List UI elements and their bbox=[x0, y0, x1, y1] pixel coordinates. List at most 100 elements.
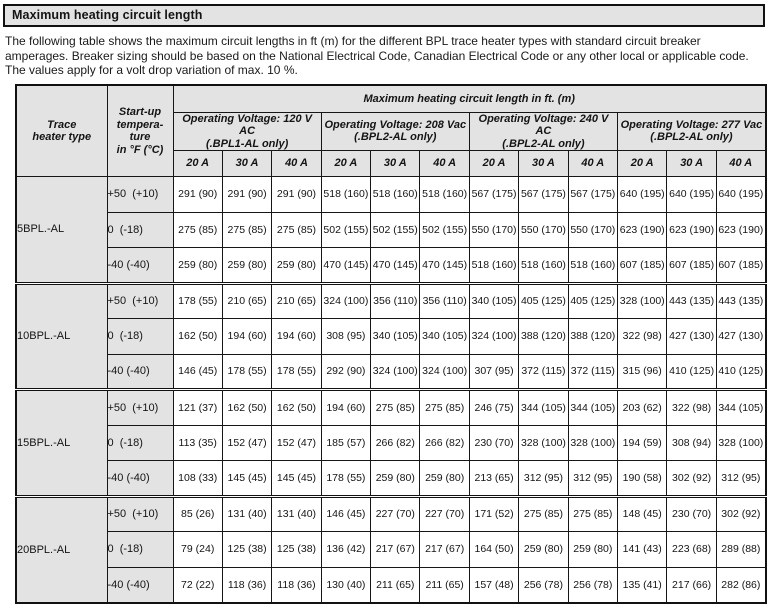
value-cell: 210 (65) bbox=[271, 281, 322, 320]
value-cell: 194 (60) bbox=[271, 318, 322, 355]
value-cell: 141 (43) bbox=[617, 531, 668, 568]
col-header-amp: 20 A bbox=[617, 150, 668, 178]
value-cell: 518 (160) bbox=[419, 176, 470, 213]
value-cell: 344 (105) bbox=[715, 388, 767, 426]
value-cell: 118 (36) bbox=[271, 566, 322, 604]
col-header-startup-temperature: Start-up tempera- ture in °F (°C) bbox=[106, 84, 174, 178]
value-cell: 72 (22) bbox=[172, 566, 223, 604]
col-header-amp: 40 A bbox=[715, 150, 767, 178]
value-cell: 427 (130) bbox=[715, 318, 767, 355]
value-cell: 340 (105) bbox=[419, 318, 470, 355]
value-cell: 372 (115) bbox=[518, 353, 569, 391]
value-cell: 550 (170) bbox=[567, 211, 619, 249]
value-cell: 85 (26) bbox=[172, 494, 223, 533]
table-row: -40 (-40) 146 (45) 178 (55) 178 (55) 292 (90… bbox=[16, 353, 767, 391]
value-cell: 328 (100) bbox=[567, 424, 619, 462]
heater-type-cell: 10BPL.-AL bbox=[15, 281, 108, 391]
document-page: Maximum heating circuit length The follo… bbox=[0, 4, 768, 616]
value-cell: 256 (78) bbox=[518, 566, 569, 604]
value-cell: 108 (33) bbox=[172, 460, 223, 497]
value-cell: 356 (110) bbox=[419, 281, 470, 320]
heater-type-cell: 5BPL.-AL bbox=[15, 176, 108, 284]
value-cell: 405 (125) bbox=[567, 281, 619, 320]
value-cell: 302 (92) bbox=[715, 494, 767, 533]
startup-temp-cell: +50 (+10) bbox=[106, 281, 174, 320]
value-cell: 322 (98) bbox=[617, 318, 668, 355]
value-cell: 266 (82) bbox=[370, 424, 421, 462]
value-cell: 502 (155) bbox=[419, 211, 470, 249]
col-header-amp: 40 A bbox=[419, 150, 470, 178]
value-cell: 275 (85) bbox=[221, 211, 273, 249]
col-header-amp: 30 A bbox=[370, 150, 421, 178]
value-cell: 291 (90) bbox=[221, 176, 273, 213]
value-cell: 315 (96) bbox=[617, 353, 668, 391]
value-cell: 194 (60) bbox=[221, 318, 273, 355]
value-cell: 324 (100) bbox=[320, 281, 372, 320]
value-cell: 312 (95) bbox=[715, 460, 767, 497]
col-header-amp: 30 A bbox=[518, 150, 569, 178]
value-cell: 567 (175) bbox=[518, 176, 569, 213]
value-cell: 275 (85) bbox=[172, 211, 223, 249]
value-cell: 292 (90) bbox=[320, 353, 372, 391]
value-cell: 567 (175) bbox=[567, 176, 619, 213]
value-cell: 607 (185) bbox=[666, 247, 717, 284]
value-cell: 213 (65) bbox=[468, 460, 520, 497]
value-cell: 518 (160) bbox=[518, 247, 569, 284]
value-cell: 178 (55) bbox=[221, 353, 273, 391]
value-cell: 328 (100) bbox=[715, 424, 767, 462]
value-cell: 259 (80) bbox=[271, 247, 322, 284]
value-cell: 275 (85) bbox=[567, 494, 619, 533]
value-cell: 328 (100) bbox=[617, 281, 668, 320]
table-row: 0 (-18) 275 (85) 275 (85) 275 (85) 502 (155)… bbox=[16, 211, 767, 249]
value-cell: 162 (50) bbox=[271, 388, 322, 426]
table-row: 0 (-18) 79 (24) 125 (38) 125 (38) 136 (42) 21… bbox=[16, 531, 767, 568]
value-cell: 372 (115) bbox=[567, 353, 619, 391]
value-cell: 567 (175) bbox=[468, 176, 520, 213]
value-cell: 136 (42) bbox=[320, 531, 372, 568]
value-cell: 146 (45) bbox=[320, 494, 372, 533]
value-cell: 410 (125) bbox=[666, 353, 717, 391]
table-row: 10BPL.-AL +50 (+10) 178 (55) 210 (65) 210 (6… bbox=[15, 281, 767, 391]
value-cell: 324 (100) bbox=[370, 353, 421, 391]
table-row: 15BPL.-AL +50 (+10) 121 (37) 162 (50) 162 (5… bbox=[15, 388, 767, 497]
col-header-voltage-240: Operating Voltage: 240 V AC (.BPL2-AL on… bbox=[468, 111, 619, 152]
value-cell: 171 (52) bbox=[468, 494, 520, 533]
table-row: -40 (-40) 259 (80) 259 (80) 259 (80) 470 (14… bbox=[16, 247, 767, 284]
table-row: 5BPL.-AL +50 (+10) 291 (90) 291 (90) 291 (90… bbox=[15, 176, 767, 284]
startup-temp-cell: 0 (-18) bbox=[106, 211, 174, 249]
table-row: -40 (-40) 108 (33) 145 (45) 145 (45) 178 (55… bbox=[16, 460, 767, 497]
value-cell: 518 (160) bbox=[468, 247, 520, 284]
startup-temp-cell: 0 (-18) bbox=[106, 318, 174, 355]
value-cell: 178 (55) bbox=[271, 353, 322, 391]
col-header-voltage-120: Operating Voltage: 120 V AC (.BPL1-AL on… bbox=[172, 111, 322, 152]
value-cell: 185 (57) bbox=[320, 424, 372, 462]
value-cell: 307 (95) bbox=[468, 353, 520, 391]
value-cell: 79 (24) bbox=[172, 531, 223, 568]
value-cell: 324 (100) bbox=[468, 318, 520, 355]
value-cell: 145 (45) bbox=[271, 460, 322, 497]
col-header-amp: 30 A bbox=[221, 150, 273, 178]
value-cell: 217 (66) bbox=[666, 566, 717, 604]
col-header-amp: 40 A bbox=[567, 150, 619, 178]
value-cell: 130 (40) bbox=[320, 566, 372, 604]
value-cell: 125 (38) bbox=[271, 531, 322, 568]
col-header-amp: 20 A bbox=[320, 150, 372, 178]
value-cell: 259 (80) bbox=[567, 531, 619, 568]
value-cell: 308 (95) bbox=[320, 318, 372, 355]
value-cell: 259 (80) bbox=[172, 247, 223, 284]
value-cell: 518 (160) bbox=[567, 247, 619, 284]
value-cell: 344 (105) bbox=[567, 388, 619, 426]
value-cell: 640 (195) bbox=[666, 176, 717, 213]
value-cell: 470 (145) bbox=[419, 247, 470, 284]
col-header-max-circuit-length: Maximum heating circuit length in ft. (m… bbox=[172, 84, 767, 113]
value-cell: 443 (135) bbox=[715, 281, 767, 320]
startup-temp-cell: +50 (+10) bbox=[106, 176, 174, 213]
value-cell: 217 (67) bbox=[419, 531, 470, 568]
value-cell: 410 (125) bbox=[715, 353, 767, 391]
value-cell: 217 (67) bbox=[370, 531, 421, 568]
startup-temp-cell: -40 (-40) bbox=[106, 460, 174, 497]
value-cell: 145 (45) bbox=[221, 460, 273, 497]
value-cell: 302 (92) bbox=[666, 460, 717, 497]
heater-type-cell: 15BPL.-AL bbox=[15, 388, 108, 497]
value-cell: 210 (65) bbox=[221, 281, 273, 320]
